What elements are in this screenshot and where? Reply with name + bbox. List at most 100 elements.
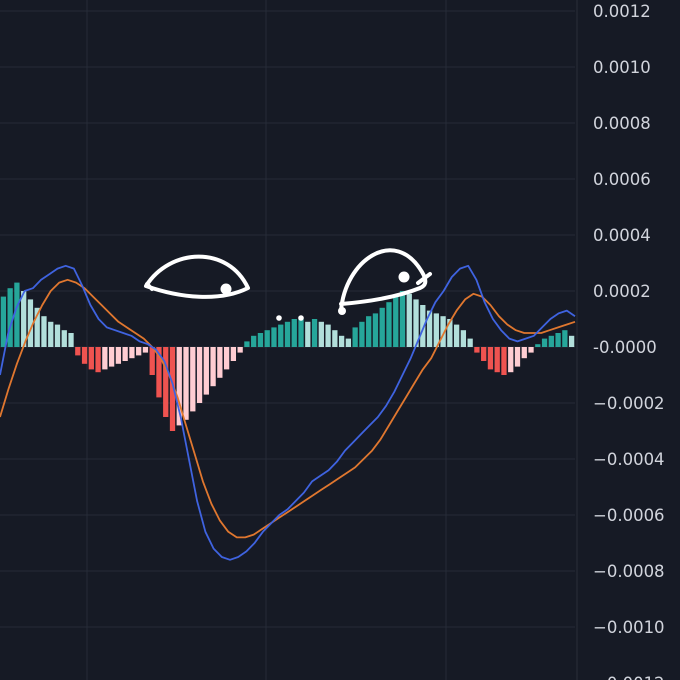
histogram-bar [149, 347, 155, 375]
histogram-bar [27, 299, 34, 347]
histogram-bar [271, 327, 277, 347]
y-tick-label: -0.0000 [593, 338, 657, 357]
histogram-bar [562, 330, 568, 347]
histogram-bar [372, 313, 379, 347]
histogram-bar [136, 347, 142, 356]
histogram-bar [223, 347, 230, 370]
histogram-bar [305, 321, 311, 347]
histogram-bar [176, 347, 182, 426]
y-tick-label: 0.0010 [593, 58, 651, 77]
histogram-bar [183, 347, 189, 420]
histogram-bar [278, 324, 284, 347]
histogram-bar [325, 324, 331, 347]
histogram-bar [460, 330, 467, 347]
histogram-bar [535, 344, 541, 347]
histogram-bar [291, 319, 297, 347]
histogram-bar [528, 347, 534, 353]
histogram-bar [311, 319, 318, 347]
histogram-bar [379, 307, 385, 347]
histogram-bar [474, 347, 480, 353]
y-tick-label: −0.0006 [593, 506, 665, 525]
right-eye-tip-doodle [338, 307, 346, 315]
histogram-bar [122, 347, 128, 361]
histogram-bar [555, 333, 561, 347]
histogram-bar [48, 321, 54, 347]
histogram-bar [508, 347, 514, 373]
histogram-bar [426, 310, 433, 347]
histogram-bar [217, 347, 223, 378]
histogram-bar [494, 347, 500, 373]
histogram-bar [433, 313, 439, 347]
histogram-bar [366, 316, 372, 347]
histogram-bar [75, 347, 81, 356]
price-scale[interactable]: 0.0012 0.0010 0.0008 0.0006 0.0004 0.0002 -0.0… [593, 2, 665, 680]
histogram-bar [210, 347, 216, 387]
macd-line [0, 264, 576, 561]
dot-doodle [276, 315, 282, 321]
histogram-bar [521, 347, 527, 359]
histogram-bar [257, 333, 264, 347]
histogram-bar [196, 347, 203, 403]
histogram-bar [115, 347, 122, 364]
histogram-bar [81, 347, 88, 364]
y-tick-label: 0.0006 [593, 170, 651, 189]
histogram-bar [61, 330, 67, 347]
right-eye-doodle [339, 248, 432, 313]
histogram-bar [399, 291, 406, 347]
histogram-bar [481, 347, 487, 361]
histogram-bar [102, 347, 108, 370]
histogram-bar [0, 296, 7, 347]
histogram-bar [318, 321, 324, 347]
histogram-bar [34, 307, 40, 347]
histogram-bar [352, 327, 358, 347]
y-tick-label: −0.0004 [593, 450, 665, 469]
y-tick-label: 0.0004 [593, 226, 651, 245]
histogram-bar [338, 335, 345, 347]
histogram-bar [467, 338, 473, 347]
histogram-bar [386, 302, 392, 347]
histogram-bar [41, 316, 47, 347]
histogram-bar [95, 347, 101, 373]
y-tick-label: −0.0008 [593, 562, 665, 581]
histogram-bar [393, 296, 399, 347]
histogram-bar [359, 321, 365, 347]
histogram-bar [14, 282, 20, 347]
histogram-bar [21, 291, 27, 347]
histogram-bar [487, 347, 494, 370]
histogram-bar [514, 347, 521, 367]
histogram-bar [190, 347, 196, 412]
histogram-bar [129, 347, 135, 359]
histogram-bar [156, 347, 162, 398]
histogram-bar [332, 330, 338, 347]
y-tick-label: 0.0008 [593, 114, 651, 133]
dot-doodle [298, 315, 304, 321]
histogram [0, 282, 575, 431]
histogram-bar [298, 319, 304, 347]
left-eye-doodle [144, 254, 250, 299]
y-tick-label: −0.0012 [593, 674, 665, 680]
histogram-bar [568, 335, 575, 347]
histogram-bar [251, 335, 257, 347]
histogram-bar [284, 321, 291, 347]
y-tick-label: −0.0010 [593, 618, 665, 637]
histogram-bar [453, 324, 460, 347]
histogram-bar [244, 341, 250, 347]
y-tick-label: −0.0002 [593, 394, 665, 413]
histogram-bar [163, 347, 169, 417]
histogram-bar [142, 347, 149, 353]
histogram-bar [413, 299, 419, 347]
right-pupil-doodle [398, 271, 410, 283]
y-tick-label: 0.0002 [593, 282, 651, 301]
histogram-bar [230, 347, 237, 361]
histogram-bar [541, 338, 548, 347]
histogram-bar [169, 347, 176, 431]
histogram-bar [345, 338, 352, 347]
histogram-bar [88, 347, 94, 370]
face-doodle [144, 248, 432, 321]
histogram-bar [54, 324, 61, 347]
histogram-bar [203, 347, 209, 395]
histogram-bar [264, 330, 270, 347]
y-tick-label: 0.0012 [593, 2, 651, 21]
histogram-bar [501, 347, 507, 375]
